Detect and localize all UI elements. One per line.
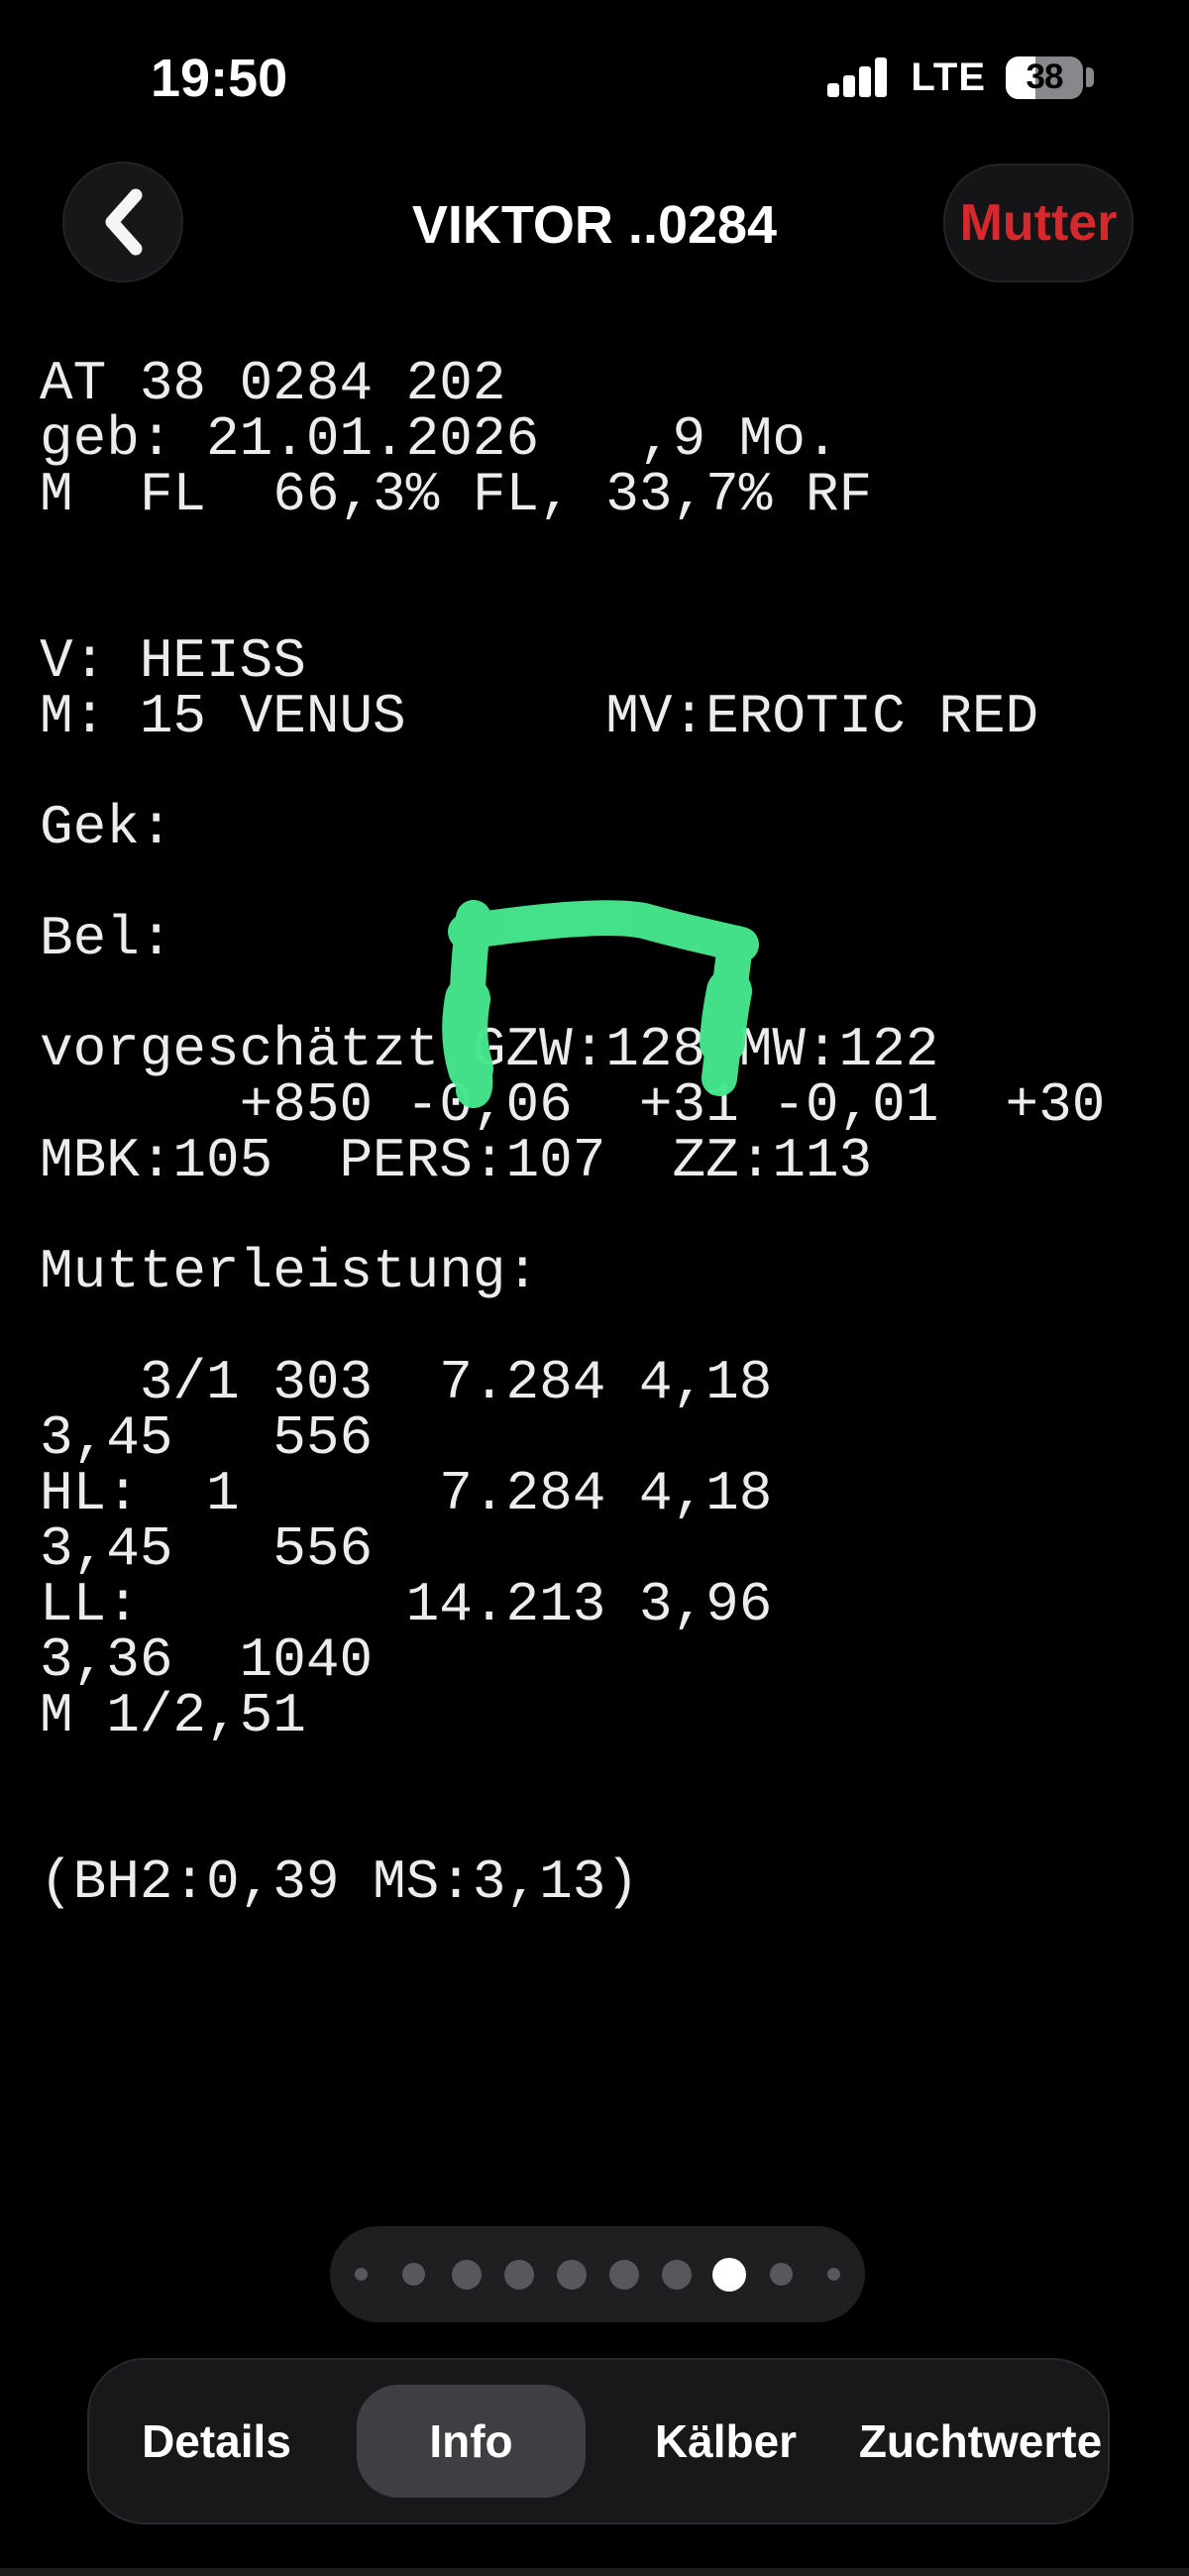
- battery-icon: 38: [1006, 56, 1094, 99]
- bottom-edge-strip: [0, 2568, 1189, 2576]
- battery-fill: [1006, 56, 1035, 99]
- page-dot[interactable]: [661, 2259, 692, 2290]
- page-dot[interactable]: [827, 2268, 840, 2281]
- page-title: VIKTOR ..0284: [411, 195, 778, 255]
- page-dot[interactable]: [770, 2263, 793, 2286]
- page-dot[interactable]: [402, 2263, 425, 2286]
- tab-label: Details: [142, 2415, 291, 2467]
- page-indicator[interactable]: [330, 2226, 865, 2322]
- tab-kälber[interactable]: Kälber: [598, 2360, 853, 2522]
- status-icons: LTE 38: [827, 54, 1094, 101]
- bottom-tab-bar: Details Info Kälber Zuchtwerte: [87, 2358, 1110, 2524]
- page-dot[interactable]: [556, 2259, 587, 2290]
- tab-label: Info: [357, 2385, 586, 2498]
- status-time: 19:50: [151, 49, 288, 108]
- tab-zuchtwerte[interactable]: Zuchtwerte: [853, 2360, 1108, 2522]
- page-dot[interactable]: [608, 2259, 639, 2290]
- mutter-button-label: Mutter: [959, 194, 1118, 252]
- page-dot[interactable]: [503, 2259, 534, 2290]
- page-dot-active[interactable]: [711, 2257, 746, 2292]
- network-type-label: LTE: [911, 56, 986, 99]
- battery-nub: [1086, 67, 1094, 87]
- tab-label: Zuchtwerte: [858, 2415, 1103, 2467]
- record-text: AT 38 0284 202 geb: 21.01.2026 ,9 Mo. M …: [40, 352, 1106, 1914]
- page-dot[interactable]: [355, 2268, 368, 2281]
- chevron-left-icon: [105, 188, 143, 256]
- tab-details[interactable]: Details: [89, 2360, 344, 2522]
- signal-strength-icon: [827, 57, 888, 97]
- tab-label: Kälber: [654, 2415, 798, 2467]
- tab-info[interactable]: Info: [344, 2360, 598, 2522]
- back-button[interactable]: [62, 162, 183, 282]
- mutter-button[interactable]: Mutter: [943, 164, 1134, 282]
- page-dot[interactable]: [451, 2259, 482, 2290]
- battery-percent-label: 38: [1026, 57, 1064, 96]
